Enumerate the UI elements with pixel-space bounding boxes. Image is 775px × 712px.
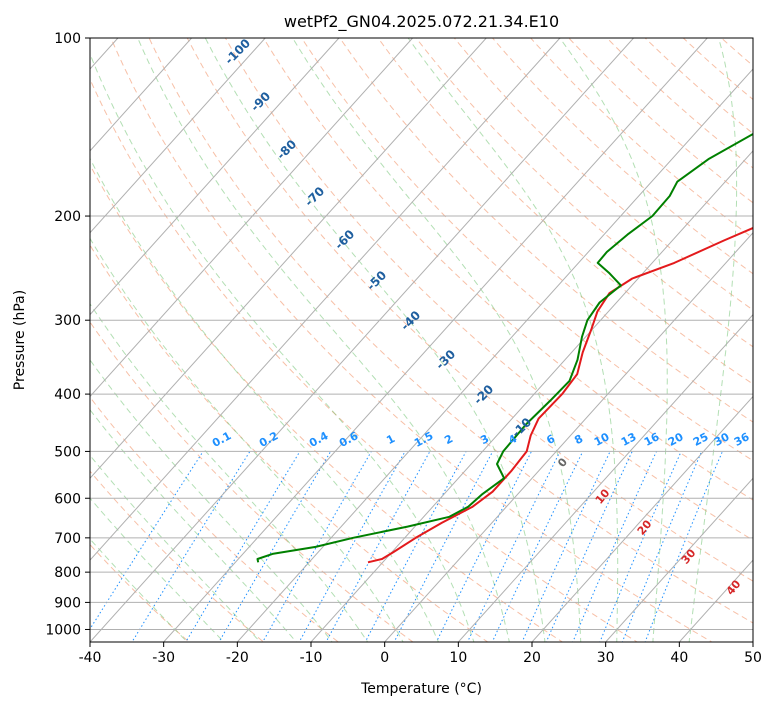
mixing-ratio-label: 0.1 <box>210 429 233 450</box>
y-tick-label: 500 <box>54 444 81 460</box>
x-tick-label: -30 <box>152 650 175 666</box>
x-tick-label: -20 <box>226 650 249 666</box>
y-tick-label: 200 <box>54 209 81 225</box>
mixing-ratio-line <box>74 451 203 654</box>
dry-adiabat-line <box>322 11 775 654</box>
dry-adiabat-label: -40 <box>398 308 423 333</box>
x-tick-label: 50 <box>744 650 762 666</box>
moist-adiabat-line <box>293 38 582 654</box>
dry-adiabat-line <box>581 11 775 654</box>
isotherm-gridline <box>90 38 634 642</box>
moist-adiabat-line <box>0 38 306 654</box>
moist-adiabat-label: 0 <box>555 455 570 469</box>
mixing-ratio-label: 1 <box>384 432 397 447</box>
mixing-ratio-label: 2 <box>442 432 455 447</box>
y-tick-label: 800 <box>54 565 81 581</box>
mixing-ratio-line <box>641 451 723 654</box>
moist-adiabat-line <box>0 38 341 654</box>
isotherm-gridline <box>753 38 775 642</box>
chart-title: wetPf2_GN04.2025.072.21.34.E10 <box>284 12 559 32</box>
y-tick-label: 600 <box>54 491 81 507</box>
y-tick-label: 100 <box>54 31 81 47</box>
y-axis-label: Pressure (hPa) <box>12 290 28 390</box>
isotherm-gridline <box>0 38 486 642</box>
mixing-ratio-label: 10 <box>592 430 612 449</box>
dry-adiabat-line <box>507 11 775 654</box>
y-tick-label: 400 <box>54 387 81 403</box>
dry-adiabat-line <box>0 11 430 654</box>
dry-adiabat-label: -20 <box>471 382 496 407</box>
dry-adiabat-label: -70 <box>302 184 327 209</box>
dry-adiabat-line <box>433 11 775 654</box>
dry-adiabat-line <box>729 11 775 654</box>
dry-adiabat-line <box>655 11 775 654</box>
mixing-ratio-label: 20 <box>666 430 686 449</box>
isotherm-gridline <box>385 38 775 642</box>
moist-adiabat-line <box>0 38 199 654</box>
moist-adiabat-line <box>84 38 478 654</box>
mixing-ratio-label: 1.5 <box>412 429 435 450</box>
isotherm-gridline <box>0 38 192 642</box>
x-tick-label: -40 <box>79 650 102 666</box>
moist-adiabat-line <box>3 38 410 654</box>
mixing-ratio-line <box>256 451 371 654</box>
mixing-ratio-label: 0.6 <box>337 429 361 450</box>
mixing-ratio-line <box>595 451 681 654</box>
isotherm-gridline <box>0 38 265 642</box>
moist-adiabat-label: 20 <box>635 517 655 537</box>
x-tick-label: 30 <box>597 650 615 666</box>
isotherm-gridline <box>0 38 413 642</box>
x-tick-label: 10 <box>449 650 467 666</box>
mixing-ratio-line <box>541 451 632 654</box>
mixing-ratio-line <box>462 451 560 654</box>
mixing-ratio-line <box>388 451 493 654</box>
mixing-ratio-label: 0.4 <box>307 429 331 450</box>
x-tick-label: 40 <box>670 650 688 666</box>
dry-adiabat-line <box>100 11 732 654</box>
isotherm-gridline <box>237 38 775 642</box>
dry-adiabat-label: -90 <box>248 89 273 114</box>
x-tick-label: -10 <box>300 650 323 666</box>
moist-adiabat-label: 40 <box>724 577 744 597</box>
plot-frame <box>90 38 753 642</box>
dry-adiabat-line <box>63 11 657 654</box>
dry-adiabat-line <box>618 11 775 654</box>
mixing-ratio-label: 30 <box>712 430 732 449</box>
dry-adiabat-line <box>0 11 354 654</box>
mixing-ratio-label: 8 <box>572 432 585 447</box>
y-tick-label: 700 <box>54 531 81 547</box>
dry-adiabat-line <box>692 11 775 654</box>
dry-adiabat-line <box>359 11 775 654</box>
mixing-ratio-line <box>125 451 250 654</box>
mixing-ratio-label: 36 <box>732 430 752 449</box>
x-tick-label: 20 <box>523 650 541 666</box>
dry-adiabat-line <box>285 11 775 654</box>
mixing-ratio-line <box>320 451 430 654</box>
temperature-profile-line <box>368 38 775 562</box>
dry-adiabat-line <box>766 11 775 654</box>
y-tick-label: 1000 <box>45 622 81 638</box>
dry-adiabat-label: -80 <box>274 137 299 162</box>
mixing-ratio-line <box>431 451 532 654</box>
moist-adiabat-line <box>408 38 618 654</box>
mixing-ratio-label: 0.2 <box>257 429 280 450</box>
dry-adiabat-label: -30 <box>433 347 458 372</box>
dry-adiabat-label: -60 <box>332 227 357 252</box>
y-tick-label: 300 <box>54 313 81 329</box>
x-tick-label: 0 <box>380 650 389 666</box>
dry-adiabat-label: -100 <box>222 36 253 67</box>
mixing-ratio-label: 16 <box>642 430 662 449</box>
dry-adiabat-line <box>544 11 775 654</box>
y-tick-label: 900 <box>54 595 81 611</box>
isotherm-gridline <box>458 38 775 642</box>
mixing-ratio-label: 25 <box>691 430 711 449</box>
moist-adiabat-line <box>688 38 737 654</box>
moist-adiabat-line <box>138 38 512 654</box>
x-axis-label: Temperature (°C) <box>360 681 482 697</box>
moist-adiabat-line <box>0 38 375 654</box>
mixing-ratio-label: 13 <box>619 430 639 449</box>
